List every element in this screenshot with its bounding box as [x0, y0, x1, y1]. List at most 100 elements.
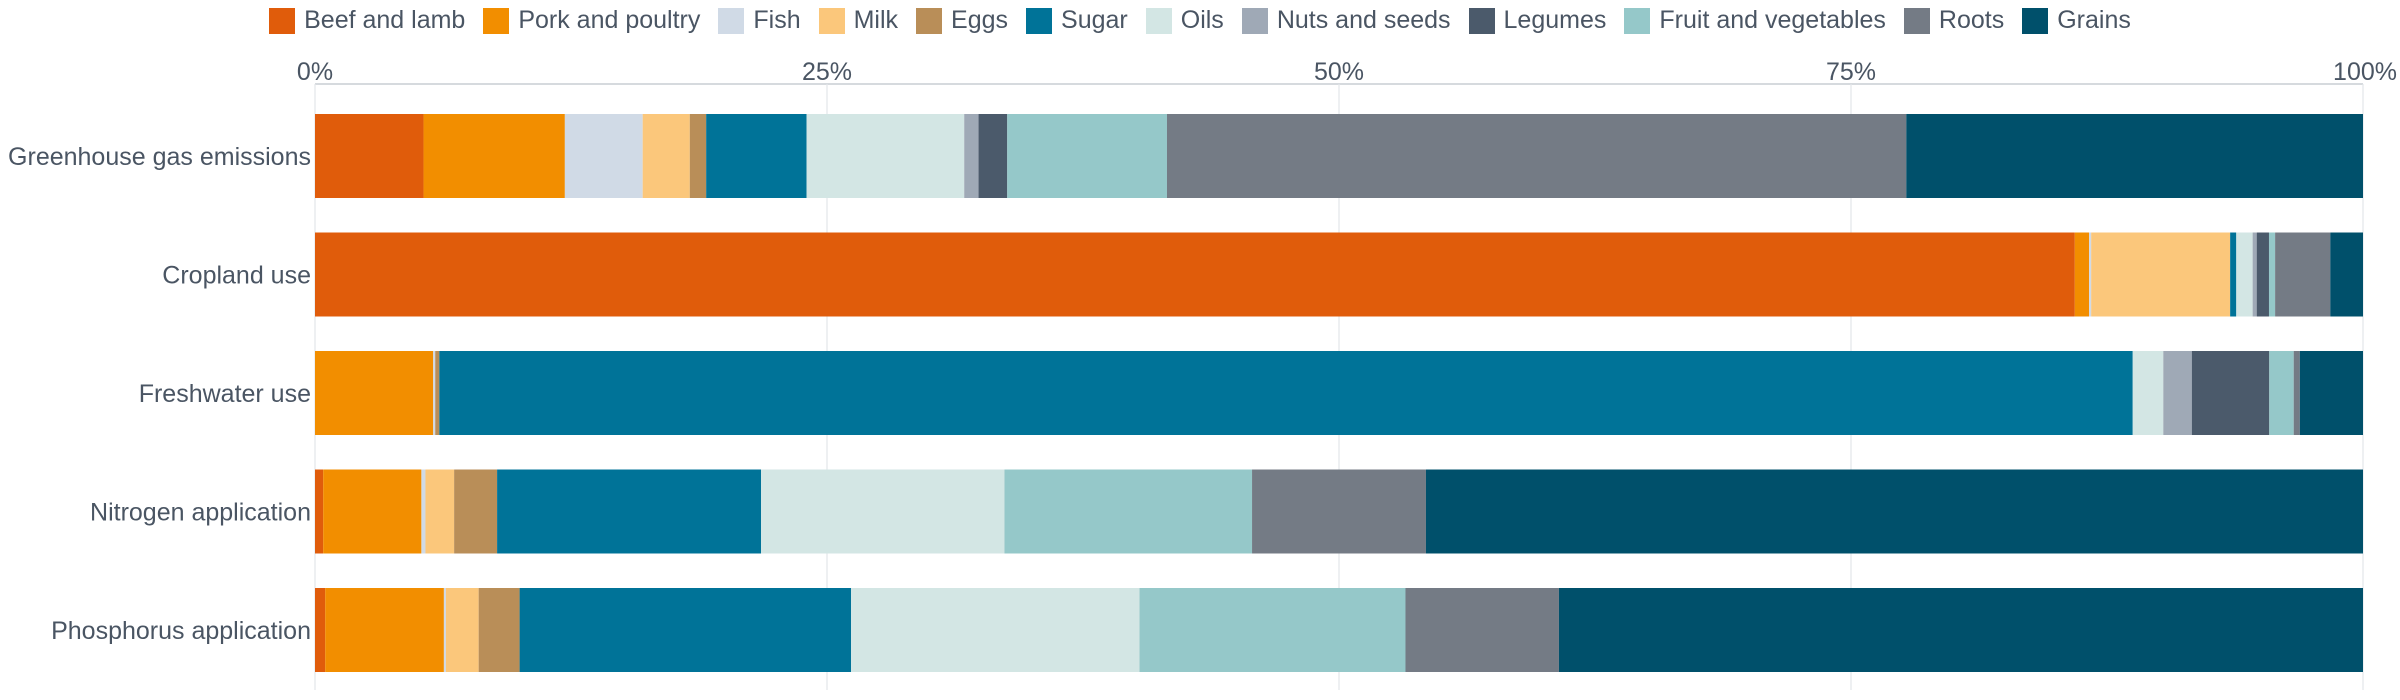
legend-item: Nuts and seeds [1241, 6, 1451, 35]
legend-item: Roots [1903, 6, 2005, 35]
bar-segment [433, 351, 436, 435]
bar-segment [478, 588, 520, 672]
bar-segment [315, 351, 434, 435]
bar-segment [2293, 351, 2300, 435]
chart-legend: Beef and lamb Pork and poultry Fish Milk Egg… [0, 6, 2400, 35]
y-category-label: Cropland use [162, 262, 311, 290]
legend-label: Grains [2057, 6, 2131, 34]
bar-segment [2091, 232, 2231, 317]
bar-segment [689, 114, 707, 198]
y-category-label: Greenhouse gas emissions [8, 143, 311, 171]
x-tick-label: 25% [802, 58, 852, 86]
bar-segment [1558, 588, 2363, 672]
bar-segment [439, 351, 2133, 435]
legend-label: Fruit and vegetables [1659, 6, 1886, 34]
legend-label: Oils [1180, 6, 1224, 34]
bar-segment [323, 469, 422, 554]
bar-segment [1405, 588, 1559, 672]
legend-item: Oils [1145, 6, 1224, 35]
bar-segment [1425, 469, 2363, 554]
legend-label: Sugar [1061, 6, 1128, 34]
bar-segment [1252, 469, 1426, 554]
legend-swatch [483, 7, 510, 34]
legend-label: Pork and poultry [518, 6, 701, 34]
bar-segment [1007, 114, 1167, 198]
y-category-label: Nitrogen application [90, 499, 311, 527]
x-tick-label: 75% [1826, 58, 1876, 86]
x-tick-label: 50% [1314, 58, 1364, 86]
legend-swatch [1624, 7, 1651, 34]
bar-segment [445, 588, 479, 672]
bar-segment [2256, 232, 2269, 317]
bar-segment [423, 114, 565, 198]
x-tick-label: 100% [2333, 58, 2397, 86]
bar-segment [2132, 351, 2164, 435]
bar-segment [1906, 114, 2363, 198]
bar-segment [2191, 351, 2270, 435]
legend-swatch [1241, 7, 1268, 34]
bar-segment [519, 588, 852, 672]
legend-item: Sugar [1026, 6, 1128, 35]
legend-label: Beef and lamb [304, 6, 466, 34]
y-category-label: Freshwater use [139, 380, 311, 408]
bar-segment [978, 114, 1008, 198]
legend-item: Pork and poultry [483, 6, 700, 35]
bar-segment [2230, 232, 2237, 317]
legend-label: Milk [853, 6, 899, 34]
legend-swatch [916, 7, 943, 34]
legend-item: Fruit and vegetables [1624, 6, 1886, 35]
legend-item: Legumes [1468, 6, 1607, 35]
bar-segment [761, 469, 1005, 554]
legend-label: Legumes [1503, 6, 1607, 34]
bar-segment [454, 469, 498, 554]
bar-segment [1166, 114, 1907, 198]
bar-segment [421, 469, 426, 554]
bar-segment [2269, 351, 2294, 435]
bar-segment [497, 469, 762, 554]
legend-swatch [718, 7, 745, 34]
bar-segment [425, 469, 455, 554]
bar-segment [2236, 232, 2253, 317]
bar-segment [1139, 588, 1406, 672]
legend-item: Eggs [916, 6, 1008, 35]
bar-segment [443, 588, 446, 672]
bar-segment [642, 114, 690, 198]
bar-segment [851, 588, 1140, 672]
legend-swatch [1145, 7, 1172, 34]
legend-label: Nuts and seeds [1276, 6, 1451, 34]
legend-item: Fish [718, 6, 801, 35]
legend-label: Eggs [951, 6, 1009, 34]
bar-segment [315, 232, 2075, 317]
bar-segment [2252, 232, 2257, 317]
bar-segment [435, 351, 440, 435]
bar-segment [564, 114, 643, 198]
bar-segment [2330, 232, 2363, 317]
bar-segment [2299, 351, 2363, 435]
bar-segment [2163, 351, 2192, 435]
legend-swatch [818, 7, 845, 34]
legend-label: Fish [753, 6, 801, 34]
bar-segment [2268, 232, 2276, 317]
legend-swatch [1468, 7, 1495, 34]
bar-segment [325, 588, 444, 672]
bar-segment [315, 588, 326, 672]
bar-segment [2089, 232, 2092, 317]
legend-swatch [269, 7, 296, 34]
x-tick-label: 0% [297, 58, 333, 86]
bar-segment [315, 114, 424, 198]
bar-segment [315, 469, 324, 554]
legend-label: Roots [1938, 6, 2005, 34]
bar-segment [1004, 469, 1253, 554]
legend-item: Grains [2022, 6, 2131, 35]
legend-swatch [1903, 7, 1930, 34]
bar-segment [964, 114, 979, 198]
legend-swatch [1026, 7, 1053, 34]
legend-item: Milk [818, 6, 899, 35]
y-category-label: Phosphorus application [51, 617, 311, 645]
bar-segment [2275, 232, 2331, 317]
bar-segment [706, 114, 807, 198]
bar-segment [806, 114, 965, 198]
legend-item: Beef and lamb [269, 6, 465, 35]
legend-swatch [2022, 7, 2049, 34]
